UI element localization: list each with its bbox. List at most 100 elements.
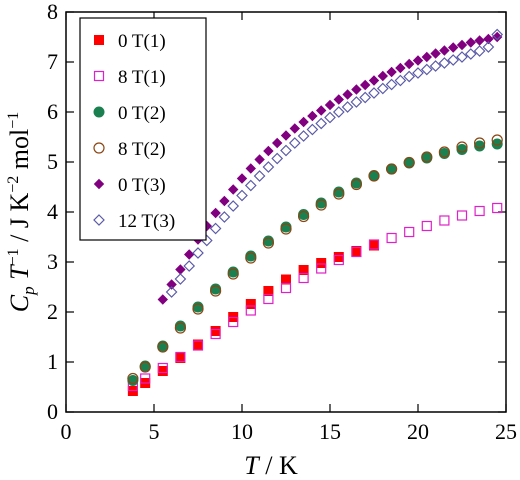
y-tick-label: 0 [47,399,58,424]
data-point [280,130,292,141]
data-point [421,151,433,163]
data-point [244,179,257,192]
legend-label: 8 T(2) [118,139,166,160]
legend: 0 T(1) 8 T(1) 0 T(2) 8 T(2) 0 T(3) 12 T(3) [79,17,207,241]
data-point [280,223,292,235]
data-point [464,48,477,60]
x-tick-label: 25 [495,419,517,444]
data-point [315,117,328,130]
data-point [403,70,416,83]
data-point [456,210,468,221]
y-tick-label: 3 [47,249,58,274]
data-point [289,123,301,134]
data-point [492,202,503,214]
data-point [298,272,309,284]
data-point [456,141,468,153]
data-point [157,366,168,376]
data-point [271,137,283,149]
data-point [253,170,266,182]
data-point [227,184,239,195]
data-point [307,110,318,122]
data-point [394,74,407,87]
data-point [280,282,292,294]
data-point [316,263,327,274]
data-point [491,31,503,43]
legend-marker [93,142,105,154]
data-point [166,279,177,290]
data-point [385,78,398,91]
data-point [483,33,494,45]
data-point [333,94,345,105]
data-point [474,137,486,149]
legend-label: 12 T(3) [118,211,175,232]
x-tick-label: 0 [61,419,72,444]
data-point [491,28,504,41]
data-point [227,268,239,280]
data-point [245,252,257,264]
data-point [359,91,372,104]
data-point [456,51,468,63]
data-point [227,200,240,212]
data-point [456,144,468,155]
data-point [474,35,485,46]
data-point [412,67,424,79]
y-tick-label: 4 [47,199,58,224]
y-axis-ticks: 0 1 2 3 4 5 6 7 8 [47,0,506,424]
data-point [236,189,248,202]
data-point [245,299,256,309]
legend-label: 0 T(1) [118,31,166,52]
data-point [473,45,486,57]
data-point [175,351,186,363]
y-tick-label: 2 [47,299,58,324]
data-point [404,226,415,238]
data-point [298,210,310,223]
legend-label: 0 T(2) [118,103,166,124]
data-point [210,207,221,219]
legend-box [79,17,207,241]
data-point [482,41,495,53]
data-point [157,341,169,353]
data-point [421,220,432,232]
data-point [439,45,450,56]
data-point [262,161,275,173]
data-point [210,285,222,297]
data-point [491,138,503,150]
data-point [403,156,415,169]
data-point [306,123,319,136]
data-point [324,111,336,124]
data-point [315,105,327,116]
series-4 [157,31,503,305]
data-point [157,362,168,374]
data-point [165,286,178,298]
data-point [175,264,186,275]
data-point [271,152,284,165]
data-point [254,154,265,165]
x-tick-label: 5 [149,419,160,444]
data-point [333,252,344,262]
data-point [395,62,406,74]
x-tick-label: 20 [407,419,429,444]
legend-marker [94,35,104,45]
legend-marker [93,70,105,82]
data-point [359,79,371,91]
data-point [447,42,459,53]
data-point [420,63,433,76]
x-tick-label: 15 [319,419,341,444]
data-point [236,173,248,184]
data-point [447,54,460,66]
data-point [351,84,362,95]
y-tick-label: 1 [47,349,58,374]
data-point [245,305,256,316]
data-point [219,195,230,207]
legend-marker [93,214,105,226]
data-point [228,316,239,328]
data-point [456,39,468,51]
data-point [281,274,291,285]
data-point [341,101,354,113]
data-point [140,373,151,384]
data-point [333,188,345,200]
data-point [438,57,451,69]
data-point [332,106,345,118]
data-point [465,37,477,48]
